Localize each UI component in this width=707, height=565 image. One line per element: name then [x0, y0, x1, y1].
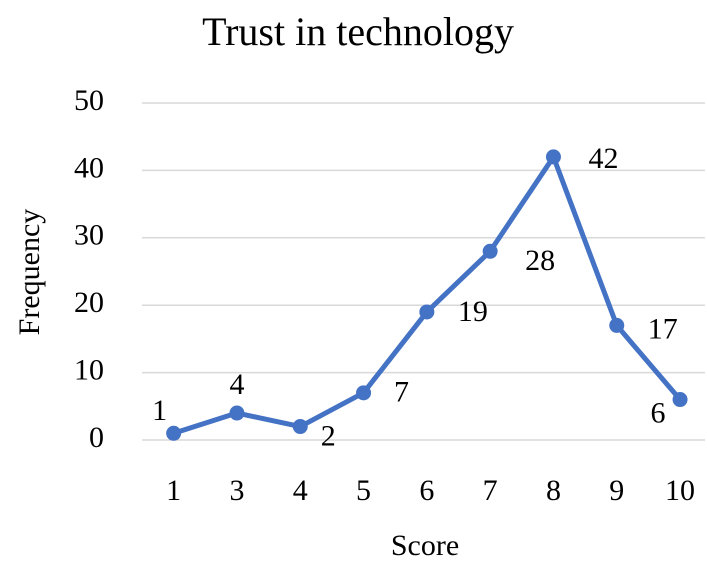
x-tick-label: 6 [419, 474, 434, 507]
y-tick-label: 0 [89, 421, 104, 454]
data-label: 7 [394, 376, 409, 409]
y-tick-label: 20 [74, 286, 104, 319]
x-tick-label: 4 [293, 474, 308, 507]
data-point [672, 392, 688, 408]
y-tick-label: 50 [74, 84, 104, 117]
data-label: 4 [229, 368, 244, 401]
data-label: 42 [588, 142, 618, 175]
data-point [356, 385, 372, 401]
chart-title: Trust in technology [202, 9, 514, 54]
data-label: 1 [152, 394, 167, 427]
data-label: 17 [648, 312, 678, 345]
x-tick-label: 1 [166, 474, 181, 507]
data-point [482, 243, 498, 259]
x-tick-label: 9 [609, 474, 624, 507]
data-label: 6 [651, 396, 666, 429]
data-point [292, 419, 308, 435]
data-label: 2 [321, 419, 336, 452]
y-tick-label: 30 [74, 219, 104, 252]
data-label: 19 [458, 295, 488, 328]
data-point [545, 149, 561, 165]
x-tick-label: 10 [665, 474, 695, 507]
y-axis-title: Frequency [13, 209, 46, 336]
data-point [229, 405, 245, 421]
series-line [172, 154, 682, 436]
data-label: 28 [525, 244, 555, 277]
y-tick-label: 40 [74, 151, 104, 184]
x-axis-title: Score [391, 529, 459, 562]
data-point [419, 304, 435, 320]
x-tick-label: 8 [546, 474, 561, 507]
x-tick-label: 5 [356, 474, 371, 507]
x-tick-label: 7 [483, 474, 498, 507]
data-point [166, 425, 182, 441]
data-point [609, 317, 625, 333]
y-tick-label: 10 [74, 353, 104, 386]
x-tick-label: 3 [229, 474, 244, 507]
